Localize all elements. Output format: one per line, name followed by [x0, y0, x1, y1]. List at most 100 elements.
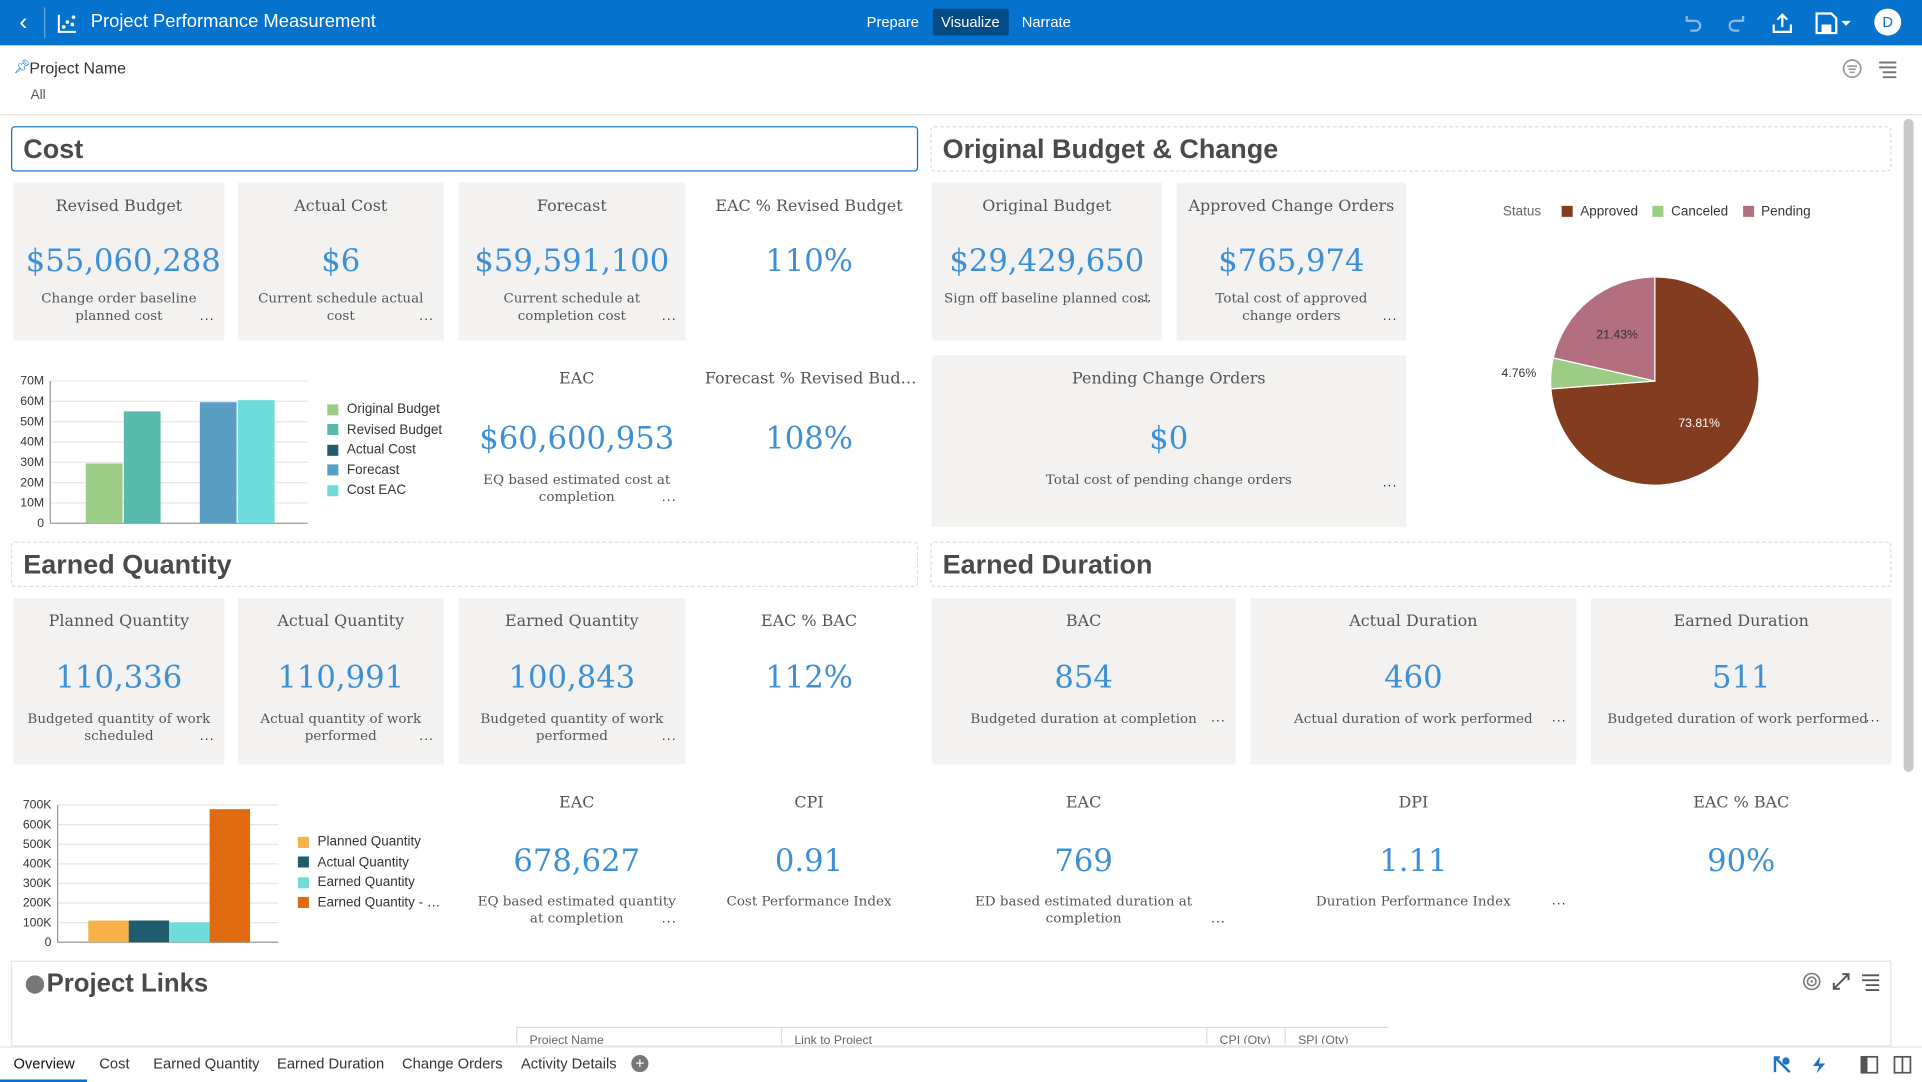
legend-item[interactable]: Cost EAC: [327, 480, 442, 500]
tile-revised-budget[interactable]: Revised Budget $55,060,288 Change order …: [13, 182, 225, 341]
more-button[interactable]: ...: [661, 490, 677, 505]
menu-icon[interactable]: [1877, 58, 1899, 80]
scrollbar[interactable]: [1903, 118, 1914, 772]
more-button[interactable]: ...: [1211, 911, 1227, 927]
tile-duration-eac-bac[interactable]: EAC % BAC 90%: [1591, 779, 1891, 951]
legend-item[interactable]: Revised Budget: [327, 420, 442, 440]
column-header[interactable]: Link to Project: [780, 1028, 1206, 1044]
more-button[interactable]: ...: [1865, 710, 1881, 726]
tile-actual-quantity[interactable]: Actual Quantity 110,991 Actual quantity …: [237, 597, 444, 765]
bar-earned-quantity-[interactable]: [209, 809, 251, 943]
bar-revised-budget[interactable]: [123, 411, 161, 524]
tab-cost[interactable]: Cost: [99, 1054, 130, 1073]
mode-visualize[interactable]: Visualize: [932, 8, 1009, 36]
tab-earned-quantity[interactable]: Earned Quantity: [153, 1054, 260, 1073]
legend-item[interactable]: Canceled: [1652, 205, 1728, 219]
tab-earned-duration[interactable]: Earned Duration: [277, 1054, 385, 1073]
bar-original-budget[interactable]: [85, 463, 123, 524]
target-icon[interactable]: [1802, 972, 1822, 992]
filter-name[interactable]: Project Name: [29, 58, 126, 78]
tile-original-budget[interactable]: Original Budget $29,429,650 Sign off bas…: [931, 182, 1163, 341]
more-button[interactable]: ...: [661, 729, 677, 744]
mode-narrate[interactable]: Narrate: [1021, 13, 1071, 31]
section-title-cost[interactable]: Cost: [11, 126, 919, 172]
user-avatar[interactable]: D: [1874, 8, 1902, 36]
filter-settings-icon[interactable]: [1841, 58, 1863, 80]
bar-actual-quantity[interactable]: [128, 920, 170, 943]
bar-earned-quantity[interactable]: [169, 922, 210, 943]
more-button[interactable]: ...: [419, 729, 435, 744]
more-button[interactable]: ...: [1551, 893, 1567, 908]
maximize-icon[interactable]: [1831, 972, 1851, 992]
more-button[interactable]: ...: [199, 308, 215, 324]
tile-earned-quantity[interactable]: Earned Quantity 100,843 Budgeted quantit…: [458, 597, 686, 765]
tab-change-orders[interactable]: Change Orders: [402, 1054, 503, 1073]
legend-swatch: [297, 836, 309, 848]
tab-overview[interactable]: Overview: [13, 1054, 75, 1073]
tile-approved-change-orders[interactable]: Approved Change Orders $765,974 Total co…: [1176, 182, 1406, 341]
legend-swatch: [1652, 205, 1664, 217]
pin-icon[interactable]: 📌︎: [13, 60, 31, 75]
tile-eac-pct-revised-budget[interactable]: EAC % Revised Budget 110%: [697, 183, 920, 341]
panel-toggle-icon[interactable]: [1860, 1055, 1880, 1075]
legend-item[interactable]: Original Budget: [327, 399, 442, 419]
tile-forecast-pct-revised-budget[interactable]: Forecast % Revised Bud… 108%: [697, 355, 920, 527]
change-orders-pie-chart: 73.81% 4.76% 21.43%: [1502, 276, 1760, 486]
back-icon[interactable]: ‹: [19, 8, 28, 36]
more-button[interactable]: ...: [1211, 710, 1227, 726]
legend-label: Revised Budget: [346, 422, 443, 438]
column-header[interactable]: Project Name: [516, 1028, 781, 1044]
legend-item[interactable]: Forecast: [327, 460, 442, 480]
more-button[interactable]: ...: [1137, 290, 1153, 306]
column-header[interactable]: CPI (Qty): [1206, 1028, 1284, 1044]
tile-forecast[interactable]: Forecast $59,591,100 Current schedule at…: [458, 182, 686, 341]
redo-icon[interactable]: [1725, 11, 1750, 36]
more-button[interactable]: ...: [661, 308, 677, 324]
menu-icon[interactable]: [1861, 972, 1881, 992]
save-icon[interactable]: [1814, 11, 1853, 36]
tab-activity-details[interactable]: Activity Details: [520, 1054, 617, 1073]
legend-item[interactable]: Pending: [1742, 205, 1811, 219]
tile-bac[interactable]: BAC 854 Budgeted duration at completion …: [931, 597, 1236, 765]
tile-dpi[interactable]: DPI 1.11 Duration Performance Index ...: [1250, 779, 1576, 951]
data-explorer-icon[interactable]: [1773, 1055, 1793, 1075]
auto-insights-icon[interactable]: [1809, 1055, 1829, 1075]
legend-item[interactable]: Planned Quantity: [297, 832, 441, 852]
section-title-earned-quantity[interactable]: Earned Quantity: [11, 541, 919, 587]
tile-quantity-eac[interactable]: EAC 678,627 EQ based estimated quantity …: [458, 779, 695, 951]
export-icon[interactable]: [1770, 11, 1795, 36]
section-title-original-budget[interactable]: Original Budget & Change: [930, 126, 1892, 172]
more-button[interactable]: ...: [1551, 710, 1567, 726]
more-button[interactable]: ...: [1382, 475, 1398, 491]
panel-split-icon[interactable]: [1893, 1055, 1913, 1075]
more-button[interactable]: ...: [199, 729, 215, 744]
legend-item[interactable]: Actual Quantity: [297, 852, 441, 872]
more-button[interactable]: ...: [661, 911, 677, 927]
bar-forecast[interactable]: [199, 402, 237, 524]
tile-cpi[interactable]: CPI 0.91 Cost Performance Index: [697, 779, 920, 951]
more-button[interactable]: ...: [419, 308, 435, 324]
bar-planned-quantity[interactable]: [88, 920, 129, 943]
tile-actual-cost[interactable]: Actual Cost $6 Current schedule actual c…: [237, 182, 444, 341]
tile-quantity-eac-bac[interactable]: EAC % BAC 112%: [697, 598, 920, 765]
add-tab-icon[interactable]: +: [631, 1054, 649, 1073]
tile-earned-duration[interactable]: Earned Duration 511 Budgeted duration of…: [1591, 597, 1892, 765]
filter-value[interactable]: All: [30, 88, 46, 103]
legend-item[interactable]: Actual Cost: [327, 440, 442, 460]
section-title-earned-duration[interactable]: Earned Duration: [930, 541, 1892, 587]
bar-cost-eac[interactable]: [237, 400, 275, 524]
pie-slice-pending[interactable]: [1552, 276, 1656, 382]
tile-cost-eac[interactable]: EAC $60,600,953 EQ based estimated cost …: [458, 355, 695, 527]
mode-prepare[interactable]: Prepare: [866, 13, 919, 31]
tile-duration-eac[interactable]: EAC 769 ED based estimated duration at c…: [932, 779, 1236, 951]
tile-pending-change-orders[interactable]: Pending Change Orders $0 Total cost of p…: [931, 355, 1406, 527]
filter-icon[interactable]: [25, 975, 45, 994]
tile-planned-quantity[interactable]: Planned Quantity 110,336 Budgeted quanti…: [13, 597, 225, 765]
tile-actual-duration[interactable]: Actual Duration 460 Actual duration of w…: [1250, 597, 1577, 765]
undo-icon[interactable]: [1681, 11, 1706, 36]
column-header[interactable]: SPI (Qty): [1284, 1028, 1363, 1044]
legend-item[interactable]: Approved: [1561, 205, 1638, 219]
legend-item[interactable]: Earned Quantity - …: [297, 893, 440, 913]
more-button[interactable]: ...: [1382, 308, 1398, 324]
legend-item[interactable]: Earned Quantity: [297, 872, 441, 892]
